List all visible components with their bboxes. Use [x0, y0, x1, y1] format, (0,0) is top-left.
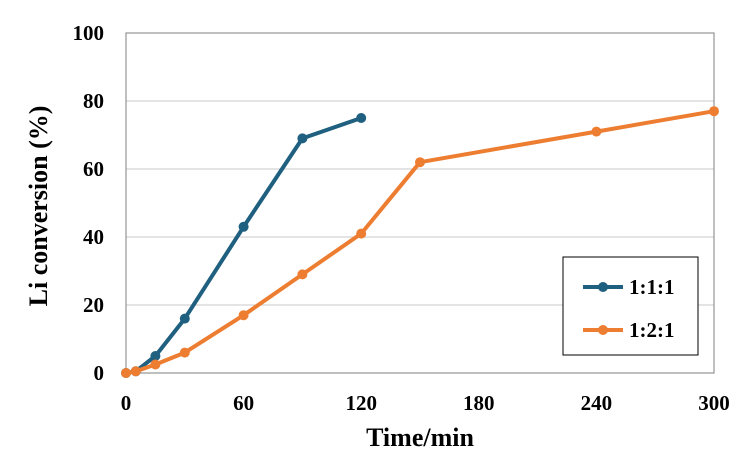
data-point — [356, 113, 367, 123]
data-point — [415, 157, 425, 168]
legend-marker — [598, 325, 608, 335]
data-point — [591, 126, 602, 137]
plot-frame — [125, 32, 715, 374]
x-tick-label: 240 — [581, 391, 613, 415]
data-point — [238, 310, 249, 321]
data-point — [150, 351, 161, 361]
y-tick-label: 100 — [73, 21, 105, 45]
x-axis-title: Time/min — [366, 423, 474, 452]
data-point — [150, 359, 161, 370]
series-line — [124, 116, 364, 375]
legend-box — [562, 256, 699, 356]
x-tick-label: 180 — [463, 391, 495, 415]
y-tick-label: 0 — [94, 361, 105, 385]
series-2 — [121, 106, 719, 378]
y-tick-label: 20 — [83, 293, 104, 317]
series-line — [124, 109, 716, 375]
data-point — [238, 221, 249, 232]
data-point — [179, 347, 190, 358]
data-point — [297, 269, 308, 280]
y-tick-label: 40 — [83, 225, 104, 249]
data-point — [130, 366, 141, 377]
data-point — [709, 106, 719, 117]
x-tick-label: 300 — [698, 391, 730, 415]
data-point — [179, 313, 190, 324]
legend: 1:1:1 1:2:1 — [562, 256, 699, 356]
x-tick-label: 60 — [233, 391, 254, 415]
data-point — [356, 228, 367, 239]
legend-label: 1:2:1 — [629, 318, 675, 342]
data-point — [121, 368, 131, 378]
legend-marker — [598, 282, 608, 292]
x-tick-label: 0 — [121, 391, 132, 415]
y-tick-label: 80 — [83, 89, 104, 113]
y-tick-labels: 0 20 40 60 80 100 — [73, 21, 105, 385]
data-point — [297, 133, 308, 144]
series-1 — [121, 113, 367, 378]
y-tick-label: 60 — [83, 157, 104, 181]
x-tick-labels: 0 60 120 180 240 300 — [121, 391, 730, 415]
series-group — [121, 106, 719, 378]
x-tick-label: 120 — [345, 391, 377, 415]
legend-label: 1:1:1 — [629, 275, 675, 299]
y-axis-title: Li conversion (%) — [24, 106, 53, 307]
